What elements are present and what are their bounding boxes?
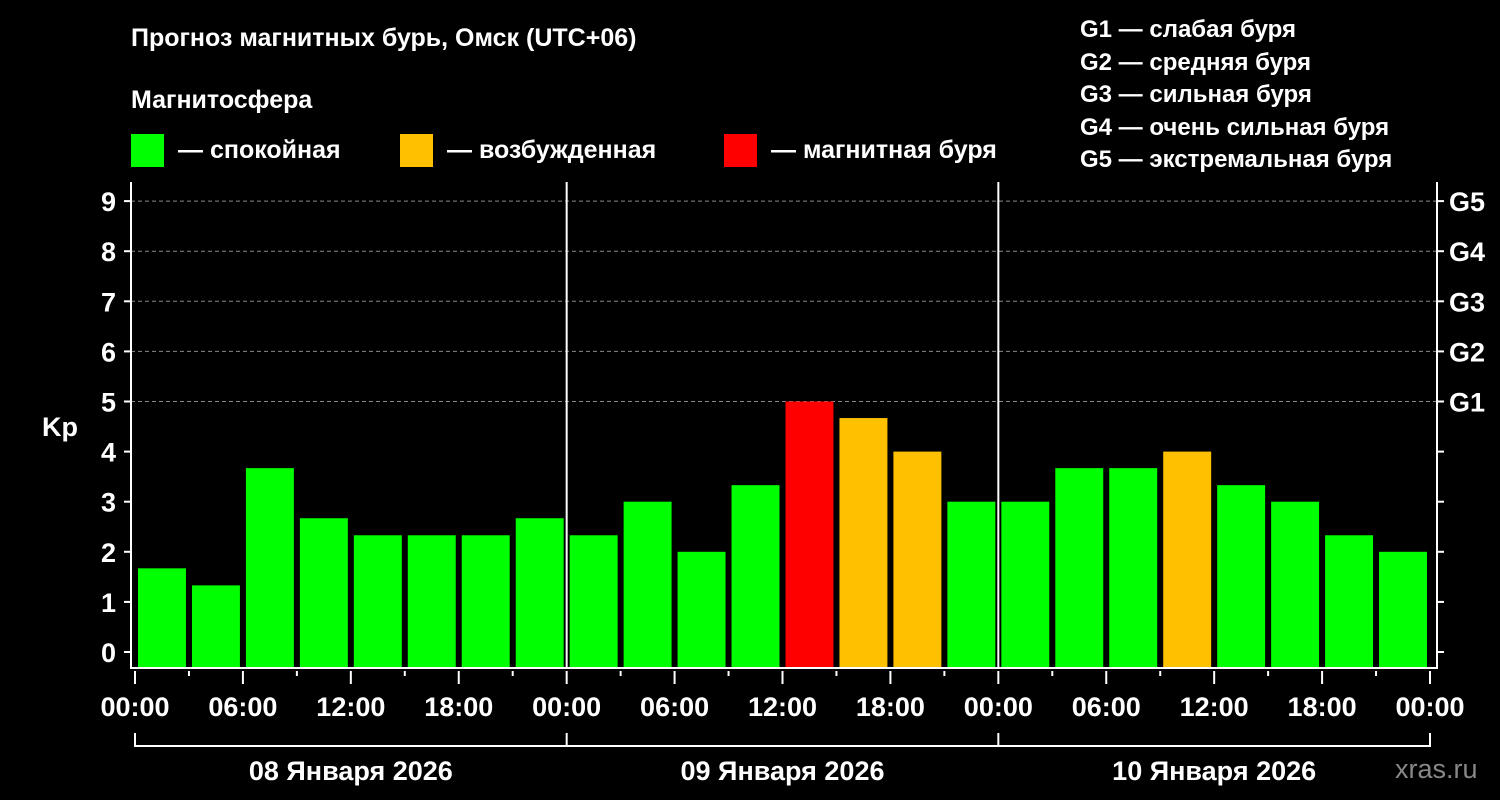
day-label: 10 Января 2026	[1112, 756, 1316, 786]
bar	[947, 501, 996, 668]
x-tick-label: 18:00	[856, 692, 925, 722]
y-tick-label: 9	[101, 187, 116, 217]
bar	[785, 401, 834, 668]
day-bracket	[134, 733, 1431, 747]
g-level-label: G1	[1449, 388, 1485, 418]
y-tick-label: 0	[101, 638, 116, 668]
y-tick-label: 3	[101, 488, 116, 518]
y-tick-label: 6	[101, 337, 116, 367]
y-tick-label: 2	[101, 538, 116, 568]
x-tick-label: 12:00	[316, 692, 385, 722]
legend-swatch-storm	[724, 134, 757, 167]
bar	[461, 535, 510, 668]
chart-title: Прогноз магнитных бурь, Омск (UTC+06)	[131, 24, 637, 52]
g-scale-item: G3 — сильная буря	[1080, 81, 1312, 108]
x-tick-label: 00:00	[1395, 692, 1464, 722]
y-axis-label: Kp	[42, 412, 78, 442]
x-tick-label: 00:00	[964, 692, 1033, 722]
g-level-label: G4	[1449, 237, 1485, 267]
day-label: 08 Января 2026	[249, 756, 453, 786]
bar	[893, 451, 942, 668]
g-level-label: G3	[1449, 287, 1485, 317]
y-tick-label: 4	[101, 438, 116, 468]
bar	[839, 418, 888, 668]
bar	[1379, 551, 1427, 668]
y-tick-label: 7	[101, 287, 116, 317]
legend-label: — магнитная буря	[771, 136, 997, 164]
bar	[245, 468, 294, 668]
x-tick-label: 00:00	[100, 692, 169, 722]
y-tick-label: 1	[101, 588, 116, 618]
bar	[515, 518, 564, 668]
day-label: 09 Января 2026	[681, 756, 885, 786]
legend-active: — возбужденная	[400, 134, 656, 167]
bar	[569, 535, 618, 668]
x-tick-label: 06:00	[208, 692, 277, 722]
legend-label: — возбужденная	[447, 136, 657, 164]
g-scale-item: G5 — экстремальная буря	[1080, 146, 1393, 173]
bar	[353, 535, 402, 668]
bar	[1325, 535, 1374, 668]
legend-storm: — магнитная буря	[724, 134, 997, 167]
y-tick-label: 8	[101, 237, 116, 267]
bar	[677, 551, 726, 668]
legend-swatch-active	[400, 134, 433, 167]
g-scale-item: G1 — слабая буря	[1080, 16, 1297, 43]
x-tick-label: 00:00	[532, 692, 601, 722]
x-tick-label: 12:00	[748, 692, 817, 722]
g-level-label: G5	[1449, 187, 1485, 217]
bar	[623, 501, 672, 668]
bar	[191, 585, 240, 668]
bar	[1271, 501, 1320, 668]
y-tick-label: 5	[101, 388, 116, 418]
x-tick-label: 06:00	[1072, 692, 1141, 722]
legend-label: — спокойная	[178, 136, 341, 164]
legend-quiet: — спокойная	[131, 134, 341, 167]
bar	[1217, 485, 1266, 668]
bar	[1001, 501, 1050, 668]
watermark: xras.ru	[1395, 754, 1478, 784]
x-tick-label: 06:00	[640, 692, 709, 722]
bar	[731, 485, 780, 668]
bar	[138, 568, 186, 668]
x-tick-label: 18:00	[1288, 692, 1357, 722]
bar	[1109, 468, 1158, 668]
x-tick-label: 12:00	[1180, 692, 1249, 722]
bar	[299, 518, 348, 668]
g-scale-item: G2 — средняя буря	[1080, 48, 1311, 76]
chart-subtitle: Магнитосфера	[131, 86, 313, 114]
legend-swatch-quiet	[131, 134, 164, 167]
g-scale-list: G1 — слабая буря G2 — средняя буря G3 — …	[1080, 14, 1392, 177]
bar	[1163, 451, 1212, 668]
bar	[407, 535, 456, 668]
x-tick-label: 18:00	[424, 692, 493, 722]
g-scale-item: G4 — очень сильная буря	[1080, 113, 1390, 141]
g-level-label: G2	[1449, 337, 1485, 367]
bar	[1055, 468, 1104, 668]
